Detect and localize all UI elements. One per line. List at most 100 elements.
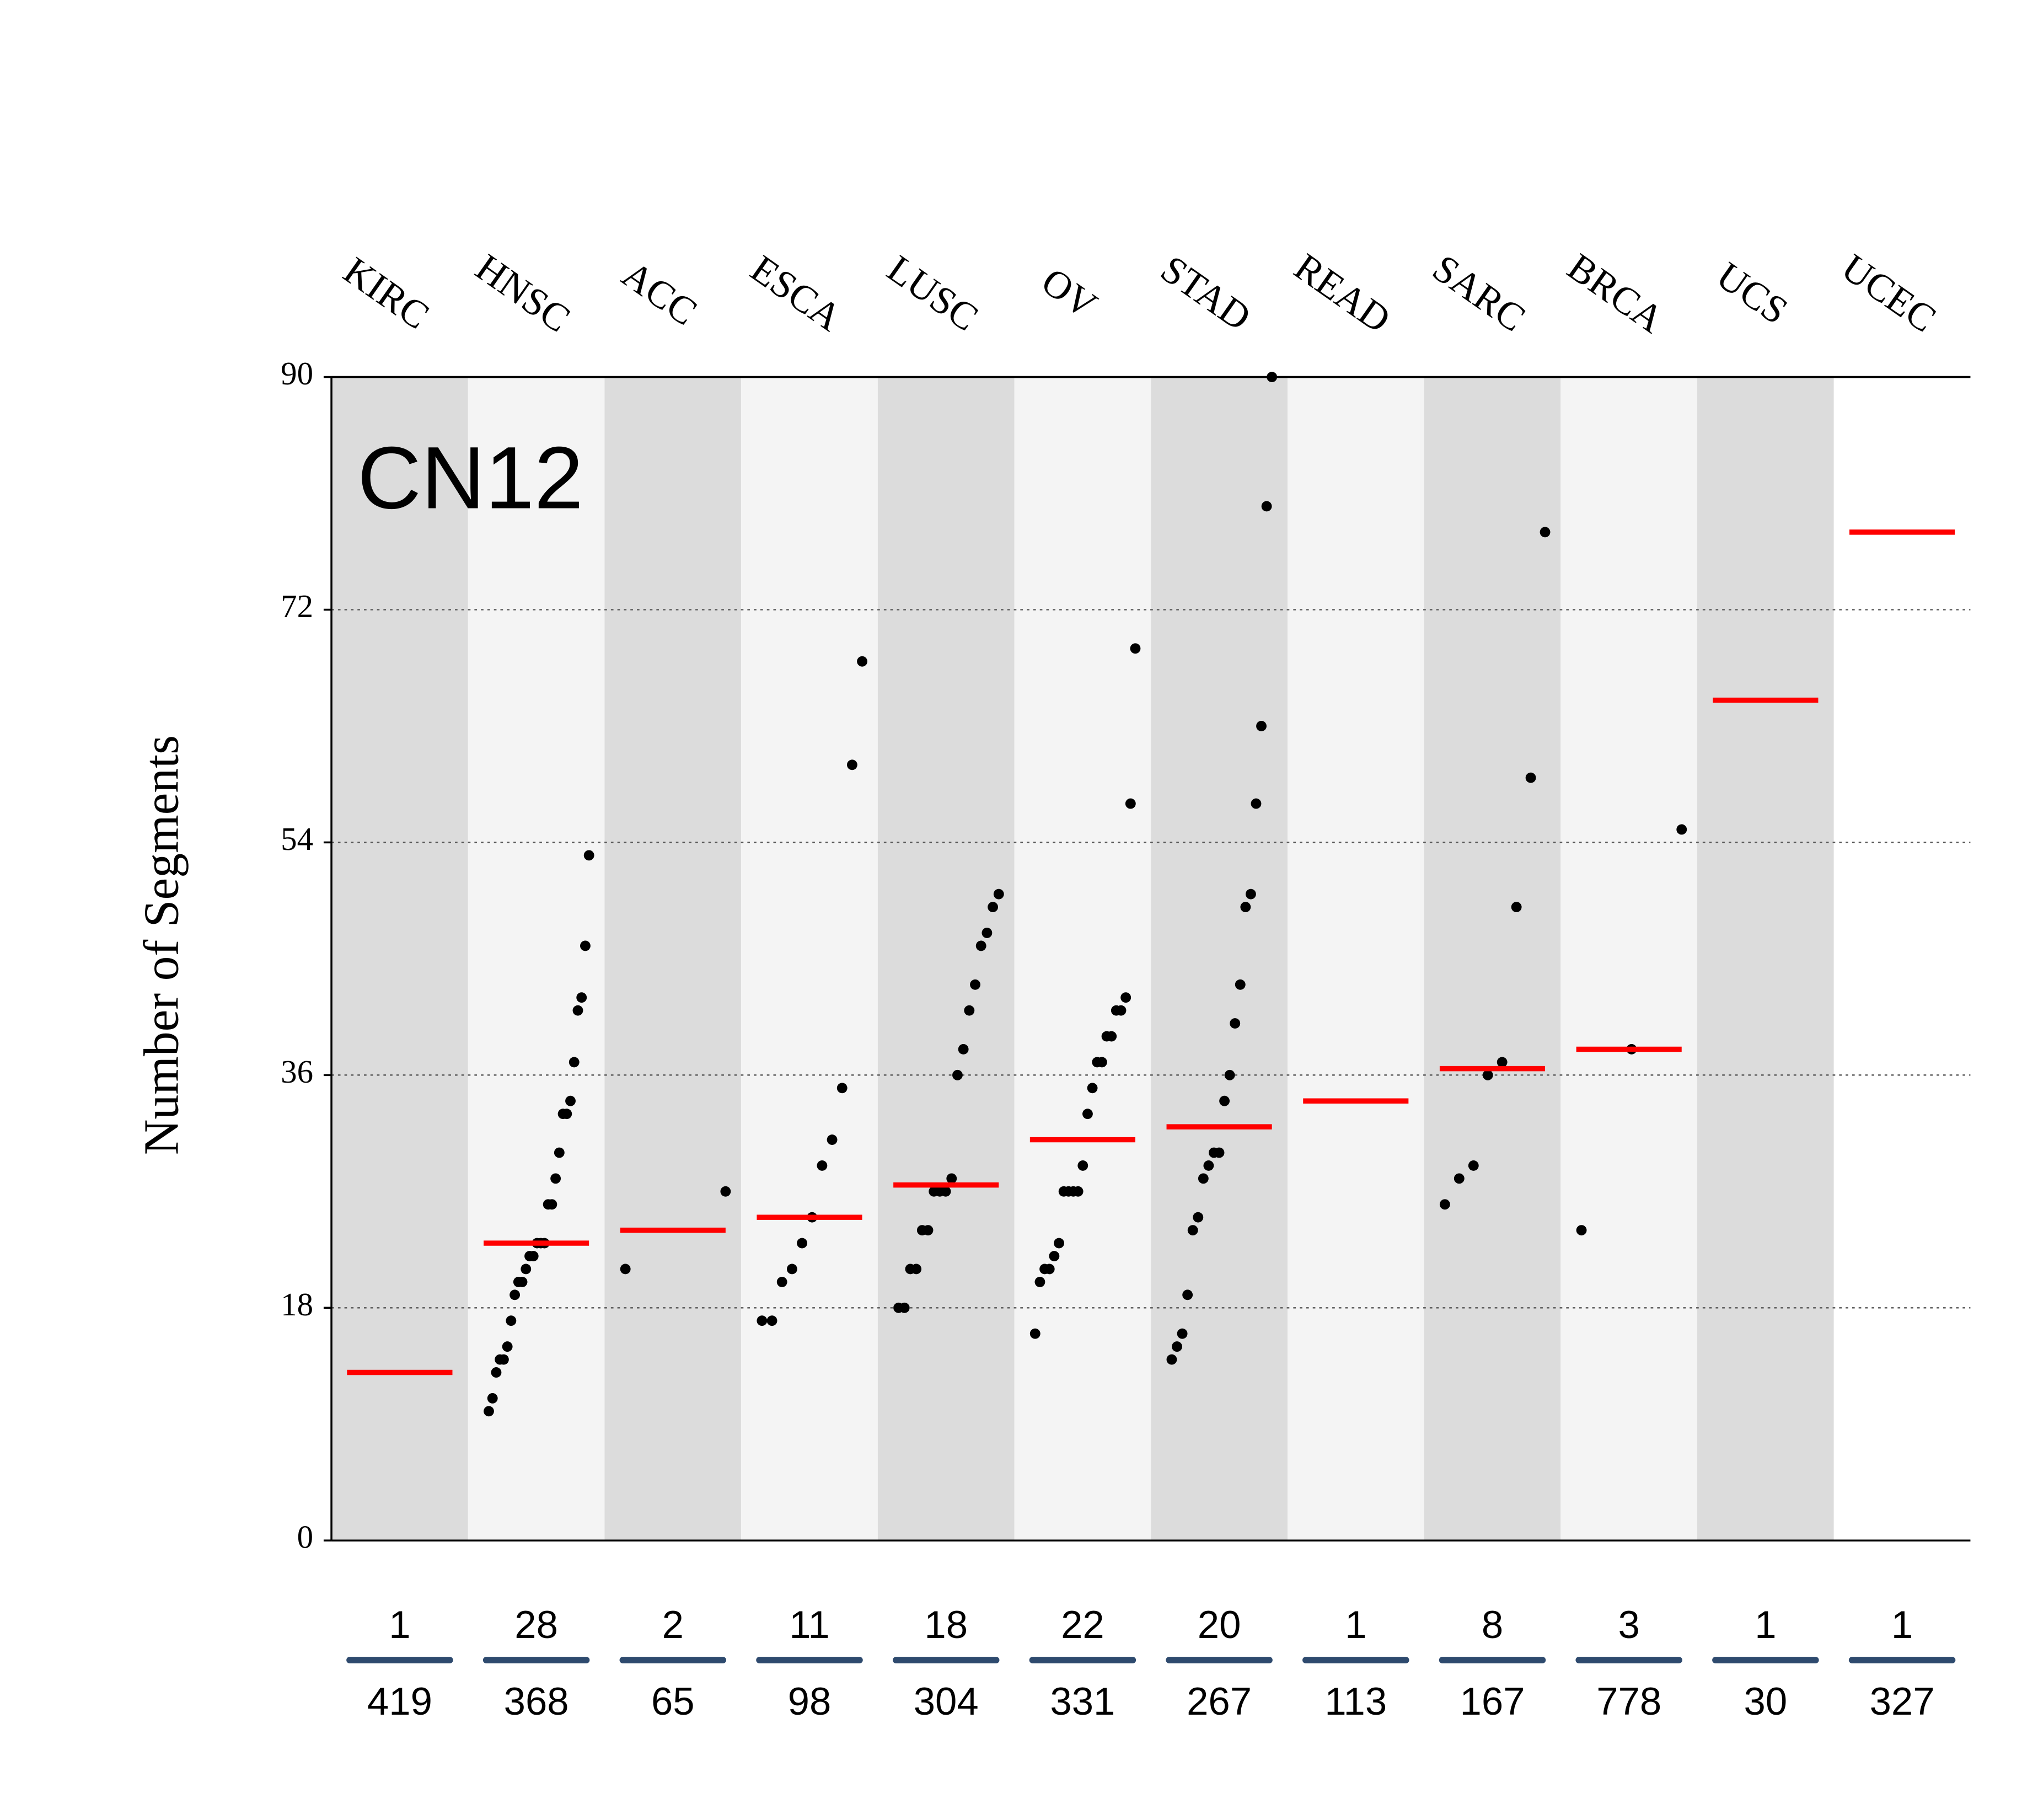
- sample-count: 1: [1345, 1603, 1366, 1646]
- data-point: [1235, 979, 1246, 990]
- sample-total: 267: [1187, 1679, 1252, 1723]
- data-point: [1576, 1225, 1587, 1236]
- sample-total: 167: [1460, 1679, 1525, 1723]
- sample-count: 1: [1755, 1603, 1776, 1646]
- data-point: [484, 1406, 494, 1417]
- data-point: [1261, 501, 1272, 512]
- data-point: [958, 1044, 969, 1054]
- y-tick-label: 18: [281, 1286, 313, 1323]
- data-point: [776, 1276, 787, 1287]
- data-point: [797, 1238, 807, 1249]
- data-point: [1120, 992, 1131, 1003]
- data-point: [1468, 1160, 1479, 1171]
- data-point: [923, 1225, 934, 1236]
- data-point: [1251, 798, 1262, 809]
- data-point: [1203, 1160, 1214, 1171]
- data-point: [786, 1264, 797, 1275]
- column-band: [1014, 377, 1151, 1541]
- category-label: KIRC: [336, 249, 437, 338]
- y-tick-label: 36: [281, 1053, 313, 1090]
- data-point: [1256, 721, 1267, 731]
- data-point: [1054, 1238, 1064, 1249]
- category-label: SARC: [1425, 247, 1533, 340]
- data-point: [506, 1315, 517, 1326]
- data-point: [491, 1367, 502, 1378]
- data-point: [1454, 1173, 1465, 1184]
- data-point: [1087, 1083, 1098, 1094]
- column-band: [1560, 377, 1698, 1541]
- data-point: [1044, 1264, 1055, 1275]
- data-point: [1439, 1199, 1450, 1210]
- data-point: [836, 1083, 848, 1094]
- data-point: [565, 1095, 576, 1106]
- data-point: [554, 1147, 565, 1158]
- data-point: [1115, 1005, 1127, 1016]
- data-point: [561, 1109, 572, 1120]
- sample-total: 65: [651, 1679, 695, 1723]
- sample-total: 113: [1324, 1679, 1387, 1723]
- data-point: [1034, 1276, 1045, 1287]
- column-band: [1424, 377, 1561, 1541]
- data-point: [964, 1005, 975, 1016]
- data-point: [975, 940, 986, 951]
- category-label: ACC: [614, 253, 705, 334]
- data-point: [1172, 1341, 1182, 1352]
- sample-count: 28: [514, 1603, 558, 1646]
- sample-count: 8: [1482, 1603, 1503, 1646]
- data-point: [1214, 1147, 1225, 1158]
- data-point: [952, 1069, 963, 1080]
- data-point: [982, 928, 993, 938]
- column-band: [468, 377, 605, 1541]
- category-label: BRCA: [1560, 245, 1671, 341]
- data-point: [1049, 1251, 1060, 1261]
- data-point: [572, 1005, 583, 1016]
- data-point: [1482, 1069, 1493, 1080]
- sample-count: 18: [924, 1603, 968, 1646]
- data-point: [502, 1341, 513, 1352]
- y-tick-label: 54: [281, 821, 313, 857]
- data-point: [1219, 1095, 1230, 1106]
- data-point: [827, 1134, 838, 1145]
- data-point: [569, 1057, 580, 1068]
- sample-total: 304: [914, 1679, 979, 1723]
- data-point: [766, 1315, 777, 1326]
- category-label: LUSC: [879, 247, 986, 340]
- category-label: OV: [1034, 260, 1104, 327]
- sample-count: 22: [1061, 1603, 1104, 1646]
- data-point: [580, 940, 591, 951]
- sample-count: 20: [1198, 1603, 1241, 1646]
- category-label: HNSC: [468, 246, 578, 341]
- sample-count: 3: [1618, 1603, 1640, 1646]
- data-point: [576, 992, 587, 1003]
- data-point: [521, 1264, 532, 1275]
- data-point: [1077, 1160, 1088, 1171]
- data-point: [1267, 372, 1278, 382]
- chart-title: CN12: [357, 429, 583, 527]
- data-point: [1072, 1186, 1084, 1197]
- data-point: [988, 902, 999, 913]
- data-point: [528, 1251, 539, 1261]
- y-tick-label: 90: [281, 355, 313, 392]
- data-point: [487, 1393, 498, 1404]
- data-point: [1096, 1057, 1107, 1068]
- data-point: [946, 1173, 957, 1184]
- sample-total: 778: [1596, 1679, 1661, 1723]
- data-point: [1540, 527, 1551, 538]
- data-point: [1106, 1031, 1117, 1042]
- data-point: [510, 1289, 521, 1300]
- column-band: [741, 377, 878, 1541]
- category-label: UCS: [1709, 254, 1795, 333]
- data-point: [1676, 824, 1687, 835]
- column-band: [1287, 377, 1424, 1541]
- data-point: [720, 1186, 731, 1197]
- data-point: [857, 656, 867, 667]
- data-point: [1193, 1212, 1204, 1223]
- column-band: [331, 377, 468, 1541]
- column-band: [1151, 377, 1288, 1541]
- y-axis-label: Number of Segments: [134, 735, 189, 1155]
- y-tick-label: 72: [281, 588, 313, 624]
- sample-total: 419: [367, 1679, 432, 1723]
- data-point: [1230, 1018, 1241, 1029]
- data-point: [550, 1173, 561, 1184]
